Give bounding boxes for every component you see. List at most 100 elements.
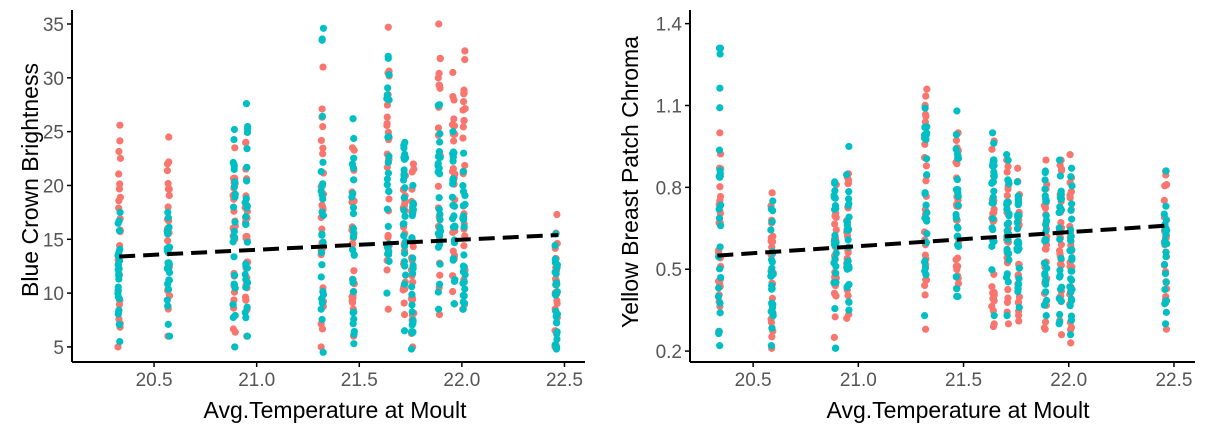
- y-axis-title: Yellow Breast Patch Chroma: [617, 36, 643, 328]
- data-point-teal: [767, 342, 775, 350]
- x-tick-label: 20.5: [735, 370, 772, 391]
- data-point-teal: [1067, 267, 1075, 275]
- data-point-teal: [1056, 285, 1065, 293]
- data-point-teal: [459, 262, 468, 270]
- data-point-teal: [1056, 310, 1064, 319]
- data-point-coral: [319, 123, 327, 131]
- data-point-teal: [1041, 276, 1050, 285]
- data-point-teal: [1005, 212, 1013, 220]
- data-point-teal: [401, 212, 409, 220]
- data-point-coral: [165, 191, 173, 200]
- data-point-teal: [1055, 156, 1064, 164]
- data-point-teal: [1056, 272, 1064, 280]
- data-point-teal: [1067, 316, 1075, 324]
- data-point-coral: [242, 296, 250, 304]
- data-point-teal: [384, 169, 393, 177]
- data-point-teal: [401, 150, 409, 158]
- data-point-teal: [115, 295, 124, 303]
- data-point-teal: [350, 340, 358, 348]
- data-point-teal: [401, 242, 409, 250]
- data-point-teal: [115, 321, 124, 329]
- data-point-teal: [436, 260, 444, 268]
- data-point-teal: [1161, 238, 1169, 246]
- y-tick-label: 30: [43, 69, 64, 90]
- x-tick-label: 22.5: [546, 370, 583, 391]
- data-point-coral: [383, 119, 391, 128]
- data-point-coral: [1066, 151, 1074, 159]
- data-point-teal: [990, 187, 998, 195]
- data-point-teal: [715, 214, 724, 222]
- data-point-teal: [435, 205, 443, 213]
- data-point-coral: [449, 137, 458, 145]
- data-point-teal: [407, 345, 416, 353]
- x-tick-label: 22.0: [443, 370, 480, 391]
- data-point-coral: [383, 113, 391, 121]
- data-point-teal: [843, 265, 851, 273]
- data-point-teal: [1067, 206, 1075, 215]
- data-point-teal: [436, 138, 444, 146]
- data-point-coral: [831, 220, 839, 228]
- data-point-teal: [843, 226, 851, 234]
- data-point-coral: [1004, 162, 1012, 171]
- data-point-teal: [715, 327, 723, 335]
- data-point-teal: [350, 315, 358, 323]
- y-tick-label: 1.1: [656, 97, 682, 118]
- data-point-coral: [349, 294, 357, 302]
- data-point-teal: [435, 280, 444, 288]
- data-point-teal: [1041, 167, 1050, 175]
- data-point-coral: [1003, 168, 1011, 176]
- data-point-teal: [1041, 271, 1049, 279]
- data-point-coral: [921, 291, 929, 299]
- data-point-coral: [461, 161, 469, 170]
- data-point-coral: [229, 325, 237, 333]
- data-point-teal: [1014, 288, 1022, 296]
- data-point-teal: [409, 319, 417, 327]
- data-point-teal: [988, 266, 996, 274]
- data-point-teal: [952, 131, 961, 139]
- data-point-teal: [716, 84, 724, 92]
- data-point-teal: [409, 328, 417, 336]
- data-point-teal: [385, 187, 393, 196]
- data-point-teal: [953, 285, 961, 293]
- data-point-teal: [1003, 312, 1011, 320]
- data-point-teal: [767, 272, 775, 280]
- data-point-coral: [461, 105, 469, 113]
- data-point-teal: [1162, 202, 1170, 210]
- data-point-teal: [116, 208, 124, 216]
- data-point-coral: [231, 144, 239, 152]
- data-point-teal: [921, 264, 930, 272]
- y-tick-label: 1.4: [656, 15, 683, 36]
- data-point-teal: [163, 227, 171, 235]
- data-point-teal: [1056, 318, 1064, 326]
- data-point-coral: [319, 144, 327, 152]
- trend-line: [119, 232, 559, 259]
- data-point-teal: [767, 205, 775, 213]
- data-point-teal: [553, 263, 561, 272]
- data-point-teal: [318, 112, 327, 120]
- data-point-teal: [714, 292, 723, 301]
- data-point-teal: [1067, 297, 1076, 305]
- data-point-teal: [399, 220, 407, 228]
- data-point-teal: [408, 234, 416, 242]
- data-point-teal: [1003, 151, 1011, 159]
- data-point-teal: [921, 123, 929, 131]
- data-point-teal: [952, 210, 960, 219]
- data-point-teal: [990, 312, 998, 320]
- data-point-coral: [716, 129, 724, 137]
- data-point-teal: [953, 107, 961, 115]
- data-point-coral: [164, 237, 172, 245]
- x-axis-ticks: 20.5 21.0 21.5 22.0 22.5: [136, 362, 583, 391]
- data-point-teal: [1042, 197, 1051, 205]
- data-point-coral: [768, 333, 776, 341]
- data-point-coral: [1004, 294, 1012, 302]
- data-point-teal: [243, 238, 251, 246]
- data-point-teal: [551, 255, 559, 263]
- y-axis-title: Blue Crown Brightness: [17, 63, 43, 297]
- data-point-coral: [831, 212, 839, 220]
- data-point-teal: [349, 288, 357, 296]
- data-point-coral: [384, 23, 392, 31]
- data-point-coral: [922, 177, 930, 185]
- data-point-teal: [1068, 215, 1076, 223]
- data-point-coral: [242, 233, 250, 241]
- data-point-teal: [1067, 173, 1075, 181]
